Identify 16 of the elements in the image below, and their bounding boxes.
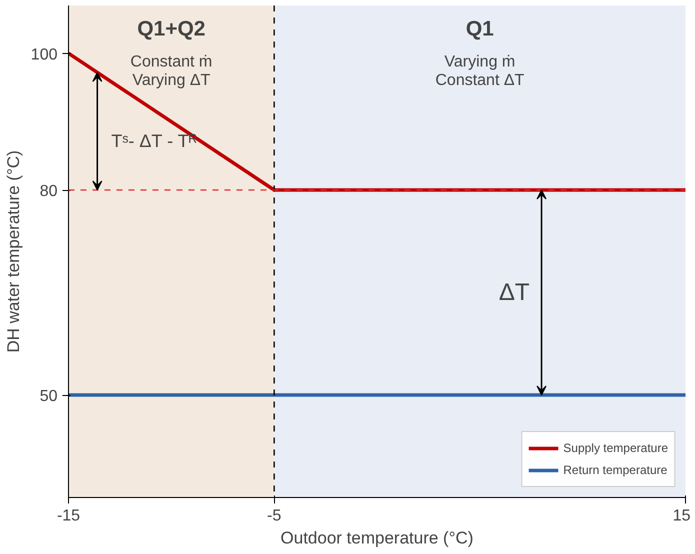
annotation: Tˢ- ΔT - Tᴿ xyxy=(111,131,197,152)
annotation: Varying ṁ Constant ΔT xyxy=(435,54,525,90)
legend-label: Supply temperature xyxy=(563,441,668,455)
y-tick-label: 50 xyxy=(40,388,58,405)
annotation: ΔT xyxy=(498,279,530,306)
legend-label: Return temperature xyxy=(563,463,668,477)
x-axis-title: Outdoor temperature (°C) xyxy=(280,528,474,548)
band-label: Q1 xyxy=(466,18,494,40)
y-tick-label: 100 xyxy=(30,46,58,64)
y-axis-title: DH water temperature (°C) xyxy=(4,150,23,353)
x-tick-label: 15 xyxy=(672,508,691,524)
y-tick-label: 80 xyxy=(40,183,58,200)
annotation: Constant ṁ Varying ΔT xyxy=(130,54,212,90)
x-tick-label: -15 xyxy=(56,508,80,524)
band-label: Q1+Q2 xyxy=(137,18,206,40)
x-tick-label: -5 xyxy=(267,508,282,524)
